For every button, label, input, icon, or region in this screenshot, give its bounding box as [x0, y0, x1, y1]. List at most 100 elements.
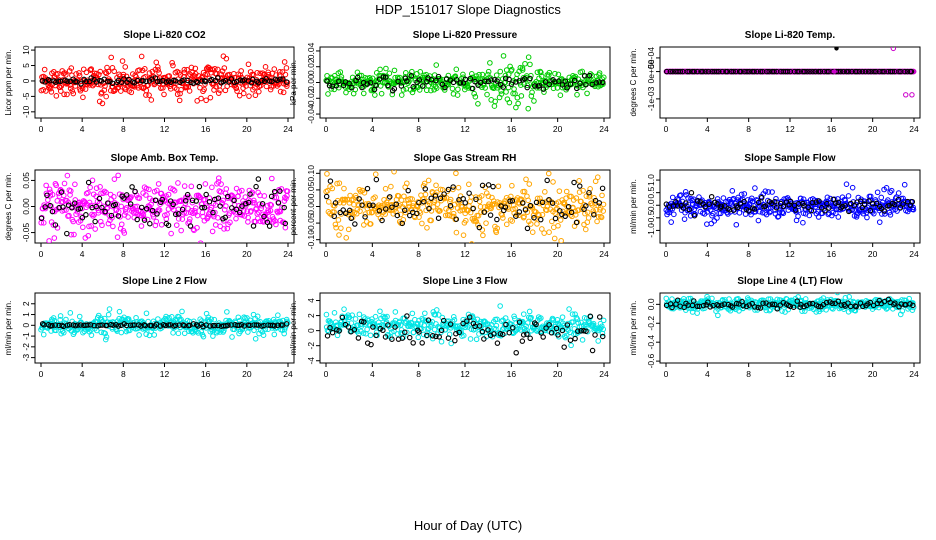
data-point: [556, 188, 563, 194]
data-point-reference: [567, 81, 574, 87]
data-point: [214, 66, 221, 73]
data-point: [527, 61, 533, 68]
data-point: [552, 70, 558, 77]
data-point: [163, 313, 169, 320]
x-tick-label: 4: [80, 369, 85, 379]
data-point: [528, 72, 534, 79]
data-point: [512, 90, 518, 97]
data-point-reference: [121, 195, 127, 201]
data-point: [433, 62, 440, 68]
data-point: [849, 184, 856, 191]
data-point-reference: [702, 203, 708, 210]
data-point: [572, 212, 579, 218]
data-point: [184, 66, 190, 73]
data-point-reference: [214, 75, 221, 81]
data-point-reference: [231, 197, 237, 204]
data-point: [104, 155, 109, 160]
data-point: [169, 59, 175, 66]
data-point-reference: [813, 199, 819, 205]
data-point: [114, 234, 121, 240]
data-point: [669, 194, 676, 201]
data-points: [323, 303, 607, 356]
data-point: [451, 317, 458, 323]
data-point: [817, 306, 823, 312]
data-point-reference: [326, 82, 333, 89]
data-point: [99, 222, 105, 229]
data-point: [79, 85, 86, 92]
data-point-reference: [425, 317, 432, 323]
data-point: [161, 91, 167, 98]
data-point: [439, 314, 446, 321]
data-point: [395, 193, 402, 199]
data-point: [271, 331, 278, 338]
panel-title: Slope Li-820 Temp.: [745, 30, 836, 41]
data-point-reference: [705, 299, 711, 305]
data-point-reference: [460, 320, 466, 327]
data-point-reference: [548, 330, 555, 336]
data-point: [542, 327, 549, 334]
data-point-reference: [715, 303, 722, 309]
data-point: [415, 321, 421, 327]
x-tick-label: 12: [160, 124, 170, 134]
data-point: [75, 200, 82, 206]
x-tick-label: 24: [283, 249, 293, 259]
data-point: [280, 89, 287, 96]
data-point-reference: [39, 321, 46, 327]
data-point-reference: [677, 68, 684, 75]
data-point: [272, 218, 278, 224]
data-point: [475, 100, 481, 107]
data-point-reference: [99, 204, 105, 211]
data-point-reference: [401, 207, 408, 213]
data-point-reference: [445, 335, 452, 341]
data-point: [331, 203, 338, 209]
data-point: [345, 226, 352, 233]
data-point: [546, 69, 553, 76]
data-point-reference: [586, 72, 593, 79]
data-point: [74, 208, 81, 215]
data-point: [372, 194, 378, 200]
data-point: [389, 91, 396, 98]
data-point-reference: [354, 74, 361, 81]
data-point-reference: [556, 78, 562, 84]
data-point: [584, 90, 590, 97]
data-point-reference: [364, 185, 371, 192]
x-tick-label: 0: [664, 369, 669, 379]
data-point: [408, 320, 415, 327]
data-point-reference: [143, 206, 150, 212]
data-point-reference: [355, 335, 362, 341]
data-point: [558, 237, 564, 243]
data-point-reference: [673, 199, 679, 205]
data-point-reference: [342, 210, 349, 216]
data-point-reference: [509, 325, 516, 331]
data-point: [886, 200, 892, 207]
data-point: [388, 183, 394, 190]
data-point-reference: [745, 208, 752, 214]
data-point-reference: [773, 205, 780, 211]
x-tick-label: 20: [553, 369, 563, 379]
data-point-reference: [593, 80, 600, 86]
data-point: [735, 295, 741, 302]
data-point: [539, 211, 546, 218]
data-point: [825, 211, 832, 218]
data-point: [154, 64, 161, 70]
data-point-reference: [327, 178, 334, 184]
data-point: [128, 89, 135, 96]
data-point: [57, 316, 63, 323]
data-point: [600, 74, 607, 81]
data-point-reference: [835, 298, 842, 304]
y-axis-label: ml/min per min.: [4, 301, 13, 356]
data-point-reference: [77, 205, 84, 212]
data-point-reference: [564, 85, 570, 91]
data-point-reference: [215, 322, 222, 329]
data-point: [342, 196, 349, 203]
data-point-reference: [718, 302, 725, 308]
data-point-reference: [684, 68, 691, 75]
data-point: [848, 306, 855, 313]
data-point: [500, 215, 506, 221]
data-point: [594, 174, 601, 181]
data-point: [67, 82, 73, 88]
data-point: [671, 211, 677, 218]
data-point: [115, 172, 121, 179]
data-point: [269, 175, 275, 182]
data-point: [519, 196, 525, 203]
